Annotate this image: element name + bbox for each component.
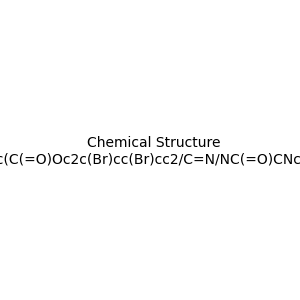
Text: Chemical Structure
COc1cc(C(=O)Oc2c(Br)cc(Br)cc2/C=N/NC(=O)CNc2cccc(C: Chemical Structure COc1cc(C(=O)Oc2c(Br)c… bbox=[0, 136, 300, 166]
